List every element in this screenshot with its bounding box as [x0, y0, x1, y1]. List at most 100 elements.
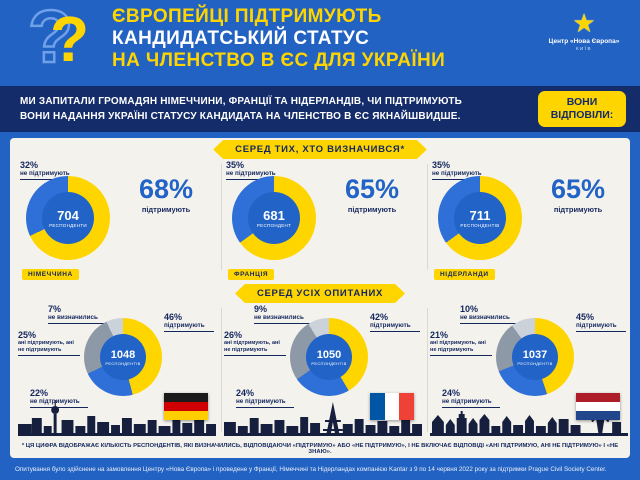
support-pct: 68%	[138, 174, 194, 204]
support-text: підтримують	[141, 205, 191, 214]
berlin-skyline-icon	[18, 400, 216, 436]
respondents-label: РЕСПОНДЕНТИ	[49, 222, 87, 228]
flag-stripe	[164, 402, 208, 411]
oppose-pct: 24%	[236, 388, 255, 398]
respondents-count: 681	[263, 207, 285, 223]
star-icon: ★	[572, 8, 596, 38]
flag-stripe	[576, 411, 620, 420]
oppose-label: 24% не підтримують	[236, 388, 294, 408]
flag-stripe	[164, 393, 208, 402]
donut-chart-france-decided: 681 РЕСПОНДЕНТ	[232, 176, 316, 260]
support-pct: 65%	[550, 174, 606, 204]
decided-chart-france: 35% не підтримують 681 РЕСПОНДЕНТ 65% пі…	[224, 160, 422, 282]
support-pct: 42%	[370, 312, 389, 322]
country-label-france: ФРАНЦІЯ	[228, 269, 275, 280]
flag-stripe	[164, 411, 208, 420]
oppose-text: не підтримують	[432, 170, 482, 177]
support-label: 46% підтримують	[164, 312, 214, 332]
oppose-pct: 35%	[226, 160, 245, 170]
title-line-1: ЄВРОПЕЙЦІ ПІДТРИМУЮТЬ	[112, 6, 382, 27]
respondents-count: 711	[469, 207, 491, 223]
oppose-pct: 35%	[432, 160, 451, 170]
support-text: підтримують	[164, 322, 205, 329]
intro-line-1: МИ ЗАПИТАЛИ ГРОМАДЯН НІМЕЧЧИНИ, ФРАНЦІЇ …	[20, 96, 463, 107]
they-answered-badge: ВОНИ ВІДПОВІЛИ:	[538, 91, 626, 127]
support-percentage: 65% підтримують	[532, 174, 624, 215]
flag-stripe	[576, 402, 620, 411]
undecided-pct: 7%	[48, 304, 62, 314]
intro-band: МИ ЗАПИТАЛИ ГРОМАДЯН НІМЕЧЧИНИ, ФРАНЦІЇ …	[0, 86, 640, 132]
support-text: підтримують	[576, 322, 617, 329]
all-chart-germany: 7% не визначились 46% підтримують 25% ан…	[18, 304, 216, 454]
oppose-text: не підтримують	[236, 398, 286, 405]
country-label-germany: НІМЕЧЧИНА	[22, 269, 79, 280]
decided-chart-germany: 32% не підтримують 704 РЕСПОНДЕНТИ 68% п…	[18, 160, 216, 282]
oppose-pct: 32%	[20, 160, 39, 170]
donut-chart-france-all: 1050 РЕСПОНДЕНТІВ	[290, 318, 368, 396]
undecided-text: не визначились	[460, 314, 510, 321]
footnote: * ЦЯ ЦИФРА ВІДОБРАЖАЄ КІЛЬКІСТЬ РЕСПОНДЕ…	[21, 443, 619, 455]
neither-text: ані підтримують, ані не підтримують	[18, 340, 74, 353]
donut-chart-netherlands-decided: 711 РЕСПОНДЕНТІВ	[438, 176, 522, 260]
decided-chart-netherlands: 35% не підтримують 711 РЕСПОНДЕНТІВ 65% …	[430, 160, 628, 282]
decided-charts-row: 32% не підтримують 704 РЕСПОНДЕНТИ 68% п…	[10, 160, 630, 282]
question-mark-outline-icon: ?	[27, 0, 75, 79]
undecided-label: 9% не визначились	[254, 304, 312, 324]
oppose-pct: 22%	[30, 388, 49, 398]
question-mark-icon: ?	[50, 3, 90, 75]
support-text: підтримують	[553, 205, 603, 214]
donut-chart-germany-decided: 704 РЕСПОНДЕНТИ	[26, 176, 110, 260]
support-label: 42% підтримують	[370, 312, 420, 332]
respondents-count: 1050	[316, 348, 342, 361]
undecided-text: не визначились	[48, 314, 98, 321]
support-percentage: 65% підтримують	[326, 174, 418, 215]
paris-skyline-icon	[224, 402, 422, 436]
respondents-count: 704	[57, 207, 79, 223]
support-text: підтримують	[347, 205, 397, 214]
undecided-pct: 10%	[460, 304, 479, 314]
neither-label: 21% ані підтримують, ані не підтримують	[430, 330, 492, 356]
undecided-text: не визначились	[254, 314, 304, 321]
donut-chart-netherlands-all: 1037 РЕСПОНДЕНТІВ	[496, 318, 574, 396]
badge-line-1: ВОНИ	[566, 96, 598, 108]
support-pct: 46%	[164, 312, 183, 322]
flag-stripe	[576, 393, 620, 402]
support-pct: 45%	[576, 312, 595, 322]
donut-center: 711 РЕСПОНДЕНТІВ	[454, 192, 506, 244]
neither-text: ані підтримують, ані не підтримують	[224, 340, 280, 353]
all-chart-france: 9% не визначились 42% підтримують 26% ан…	[224, 304, 422, 454]
respondents-label: РЕСПОНДЕНТІВ	[311, 360, 347, 366]
support-pct: 65%	[344, 174, 400, 204]
flag-stripe	[370, 393, 385, 420]
oppose-text: не підтримують	[442, 398, 492, 405]
support-label: 45% підтримують	[576, 312, 626, 332]
intro-line-2: ВОНИ НАДАННЯ УКРАЇНІ СТАТУСУ КАНДИДАТА Н…	[20, 111, 461, 122]
title-line-3: НА ЧЛЕНСТВО В ЄС ДЛЯ УКРАЇНИ	[112, 50, 446, 71]
neither-pct: 26%	[224, 330, 243, 340]
column-divider	[221, 308, 222, 432]
title-line-2: КАНДИДАТСЬКИЙ СТАТУС	[112, 28, 370, 49]
section-decided-header: СЕРЕД ТИХ, ХТО ВИЗНАЧИВСЯ*	[213, 140, 427, 159]
logo-subtitle: КИЇВ	[575, 46, 593, 51]
donut-center: 1048 РЕСПОНДЕНТІВ	[100, 334, 146, 380]
new-europe-center-logo: ★ Центр «Нова Європа» КИЇВ	[534, 10, 634, 51]
flag-stripe	[399, 393, 415, 420]
neither-label: 26% ані підтримують, ані не підтримують	[224, 330, 286, 356]
donut-center: 681 РЕСПОНДЕНТ	[248, 192, 300, 244]
undecided-label: 7% не визначились	[48, 304, 106, 324]
oppose-text: не підтримують	[226, 170, 276, 177]
neither-pct: 21%	[430, 330, 449, 340]
logo-name: Центр «Нова Європа»	[548, 38, 620, 45]
donut-center: 1050 РЕСПОНДЕНТІВ	[306, 334, 352, 380]
respondents-label: РЕСПОНДЕНТ	[256, 222, 292, 228]
undecided-label: 10% не визначились	[460, 304, 518, 324]
column-divider	[221, 164, 222, 270]
section-all-header: СЕРЕД УСІХ ОПИТАНИХ	[235, 284, 405, 303]
intro-text: МИ ЗАПИТАЛИ ГРОМАДЯН НІМЕЧЧИНИ, ФРАНЦІЇ …	[20, 94, 462, 124]
column-divider	[427, 308, 428, 432]
flag-netherlands	[576, 393, 620, 420]
respondents-count: 1048	[110, 348, 136, 361]
page-title: ЄВРОПЕЙЦІ ПІДТРИМУЮТЬ КАНДИДАТСЬКИЙ СТАТ…	[112, 6, 445, 72]
donut-center: 1037 РЕСПОНДЕНТІВ	[512, 334, 558, 380]
